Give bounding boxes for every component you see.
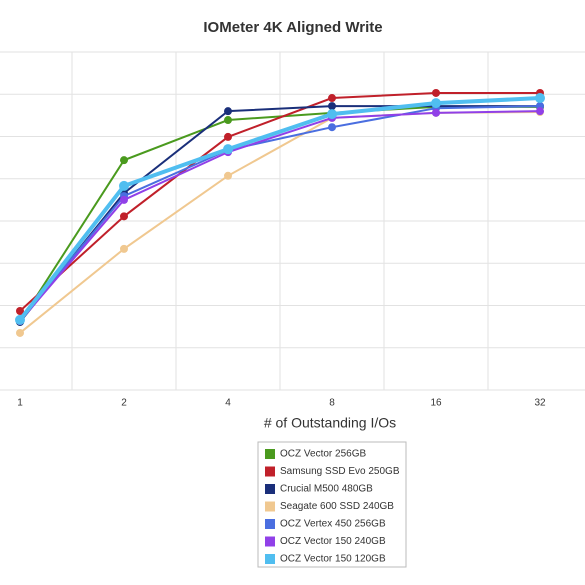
series-line bbox=[19, 105, 540, 323]
legend-label: OCZ Vector 150 240GB bbox=[280, 536, 386, 547]
legend-label: Seagate 600 SSD 240GB bbox=[280, 501, 394, 512]
data-point bbox=[224, 132, 232, 141]
legend-box bbox=[257, 441, 407, 568]
legend-label: Samsung SSD Evo 250GB bbox=[280, 466, 400, 477]
grid bbox=[0, 51, 585, 391]
data-point bbox=[328, 102, 336, 111]
series-line bbox=[19, 110, 541, 322]
legend-swatch bbox=[265, 466, 275, 477]
data-point bbox=[224, 116, 232, 125]
series-line bbox=[18, 96, 541, 322]
data-point bbox=[120, 212, 128, 221]
data-point bbox=[535, 93, 545, 104]
data-point bbox=[223, 144, 233, 155]
data-point bbox=[536, 107, 544, 116]
data-point bbox=[431, 98, 441, 109]
legend-swatch bbox=[265, 536, 275, 547]
legend-label: OCZ Vertex 450 256GB bbox=[280, 519, 386, 530]
x-tick-label: 32 bbox=[534, 398, 546, 409]
data-point bbox=[327, 109, 337, 120]
legend-swatch bbox=[265, 519, 275, 529]
x-tick-label: 8 bbox=[329, 398, 335, 409]
data-point bbox=[120, 156, 128, 165]
data-point bbox=[224, 171, 232, 180]
x-tick-label: 2 bbox=[121, 398, 127, 409]
data-point bbox=[432, 108, 440, 117]
x-tick-label: 1 bbox=[17, 398, 23, 409]
data-point bbox=[16, 328, 24, 337]
series-line bbox=[19, 91, 540, 312]
legend-swatch bbox=[265, 554, 275, 564]
legend-label: Crucial M500 480GB bbox=[280, 484, 373, 495]
data-point bbox=[328, 94, 336, 103]
series-line bbox=[19, 105, 541, 321]
chart-title: IOMeter 4K Aligned Write bbox=[203, 19, 382, 36]
legend-label: OCZ Vector 150 120GB bbox=[280, 554, 386, 565]
x-axis-label: # of Outstanding I/Os bbox=[264, 415, 396, 431]
data-point bbox=[432, 88, 440, 97]
data-point bbox=[120, 244, 128, 253]
legend-swatch bbox=[265, 449, 275, 459]
legend-swatch bbox=[265, 501, 275, 512]
data-point bbox=[120, 195, 128, 204]
legend-swatch bbox=[265, 484, 275, 494]
x-tick-label: 4 bbox=[225, 398, 231, 409]
data-point bbox=[224, 107, 232, 116]
legend-label: OCZ Vector 256GB bbox=[280, 449, 366, 460]
data-point bbox=[119, 180, 129, 191]
data-point bbox=[328, 123, 336, 132]
x-tick-label: 16 bbox=[430, 398, 442, 409]
data-point bbox=[16, 306, 24, 315]
data-point bbox=[15, 314, 25, 325]
